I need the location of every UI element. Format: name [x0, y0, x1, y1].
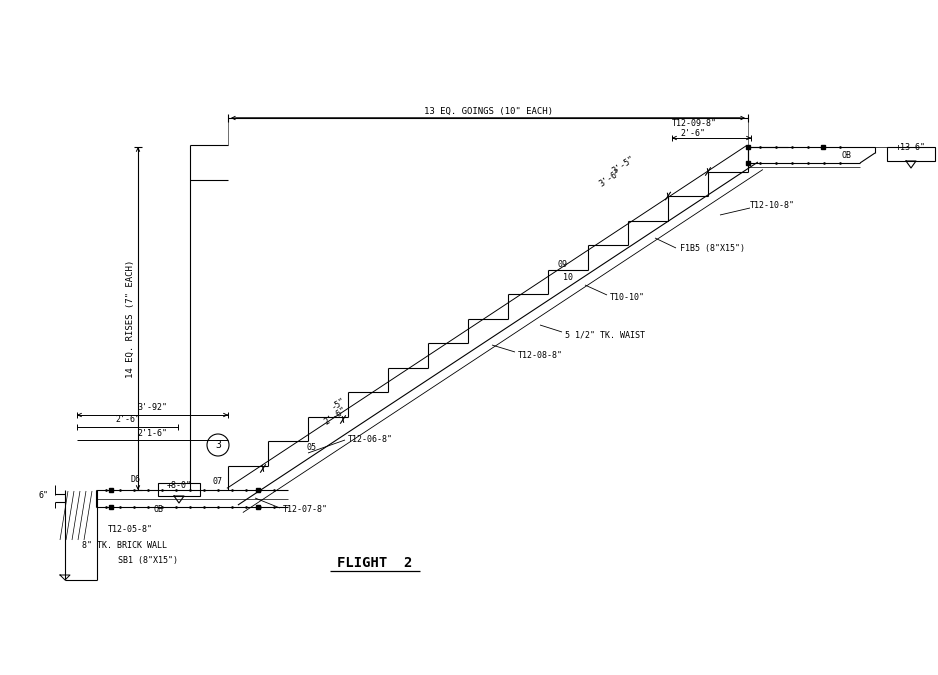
- Text: 3: 3: [215, 440, 221, 450]
- Text: 3'-6": 3'-6": [598, 167, 623, 188]
- Text: T10-10": T10-10": [610, 294, 645, 302]
- Text: 2'-6": 2'-6": [115, 416, 140, 425]
- Bar: [887, 147, 935, 161]
- Text: T12-10-8": T12-10-8": [750, 200, 795, 209]
- Text: T12-08-8": T12-08-8": [518, 350, 563, 360]
- Text: 3'-5": 3'-5": [610, 154, 636, 176]
- Text: T12-06-8": T12-06-8": [348, 435, 393, 445]
- Text: T12-07-8": T12-07-8": [283, 506, 328, 514]
- Text: D6: D6: [130, 475, 140, 485]
- Text: 14 EQ. RISES (7" EACH): 14 EQ. RISES (7" EACH): [126, 259, 134, 377]
- Text: -5": -5": [330, 396, 347, 412]
- Text: 2'-6": 2'-6": [323, 406, 349, 427]
- Text: 05: 05: [306, 443, 316, 452]
- Text: 8" TK. BRICK WALL: 8" TK. BRICK WALL: [82, 541, 167, 551]
- Text: F1B5 (8"X15"): F1B5 (8"X15"): [680, 244, 745, 252]
- Text: +13-6": +13-6": [896, 142, 926, 151]
- Text: +8-0": +8-0": [167, 481, 191, 489]
- Text: T12-05-8": T12-05-8": [108, 526, 153, 535]
- Text: 2'-6": 2'-6": [680, 128, 705, 138]
- Text: 2'1-6": 2'1-6": [138, 429, 168, 437]
- Text: 5 1/2" TK. WAIST: 5 1/2" TK. WAIST: [565, 331, 645, 340]
- Text: OB: OB: [153, 506, 163, 514]
- Text: 10: 10: [563, 273, 573, 282]
- Text: 13 EQ. GOINGS (10" EACH): 13 EQ. GOINGS (10" EACH): [423, 107, 552, 115]
- Bar: [158, 483, 200, 496]
- Text: 3'-92": 3'-92": [138, 404, 168, 412]
- Text: 6": 6": [38, 491, 48, 500]
- Text: 07: 07: [212, 477, 222, 487]
- Text: SB1 (8"X15"): SB1 (8"X15"): [118, 556, 178, 564]
- Text: 09: 09: [558, 260, 568, 269]
- Text: FLIGHT  2: FLIGHT 2: [338, 556, 413, 570]
- Text: OB: OB: [842, 151, 852, 159]
- Text: T12-09-8": T12-09-8": [672, 119, 717, 128]
